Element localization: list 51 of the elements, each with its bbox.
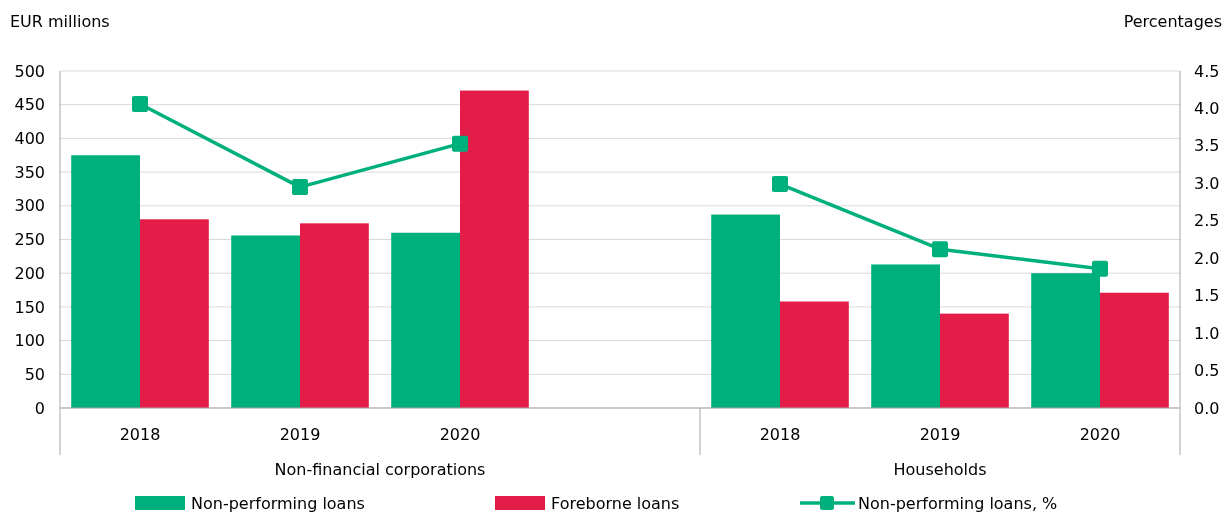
bar (780, 301, 849, 408)
y-tick-label: 100 (14, 331, 45, 351)
text: Households (893, 460, 987, 479)
bar (231, 235, 300, 408)
legend-label: Non-performing loans, % (858, 493, 1058, 513)
x-tick-label: 2018 (119, 425, 161, 444)
y-tick-label: 150 (14, 297, 45, 317)
text: Non-financial corporations (274, 460, 486, 479)
y2-tick-label: 2.0 (1194, 248, 1220, 268)
y-tick-label: 250 (14, 230, 45, 250)
y-tick-label: 200 (14, 263, 45, 283)
y-tick-label: 350 (14, 162, 45, 182)
bar (711, 214, 780, 408)
y-tick-label: 450 (14, 95, 45, 115)
point (932, 241, 948, 258)
x-tick-label: 2020 (439, 425, 481, 444)
y-tick-label: 50 (24, 364, 45, 384)
y2-tick-label: 1.5 (1194, 286, 1220, 306)
y2-tick-label: 4.0 (1194, 99, 1220, 119)
point (1092, 260, 1108, 277)
bar (460, 90, 529, 408)
bar (940, 313, 1009, 408)
y2-axis-title: Percentages (1123, 12, 1222, 31)
point (452, 135, 468, 152)
point (772, 176, 788, 193)
y2-tick-label: 0.0 (1194, 398, 1220, 418)
x-tick-label: 2019 (279, 425, 321, 444)
x-tick-label: 2020 (1079, 425, 1121, 444)
y2-tick-label: 4.5 (1194, 61, 1220, 81)
bar (391, 232, 460, 408)
y2-tick-label: 2.5 (1194, 211, 1220, 231)
legend-label: Foreborne loans (551, 493, 680, 513)
x-tick-label: 2019 (919, 425, 961, 444)
bar (140, 219, 209, 408)
y-axis-title: EUR millions (10, 12, 110, 31)
y2-tick-label: 3.5 (1194, 136, 1220, 156)
point (132, 95, 148, 112)
y2-tick-label: 0.5 (1194, 361, 1220, 381)
x-tick-label: 2018 (759, 425, 801, 444)
bar (300, 223, 369, 408)
y2-tick-label: 3.0 (1194, 173, 1220, 193)
y2-tick-label: 1.0 (1194, 323, 1220, 343)
point (292, 179, 308, 196)
y-tick-label: 300 (14, 196, 45, 216)
y-tick-label: 400 (14, 129, 45, 148)
bar (71, 155, 140, 408)
legend-label: Non-performing loans (191, 493, 365, 513)
y-tick-label: 500 (14, 61, 45, 81)
bar (1100, 292, 1169, 408)
bar (871, 264, 940, 408)
y-tick-label: 0 (34, 398, 45, 418)
